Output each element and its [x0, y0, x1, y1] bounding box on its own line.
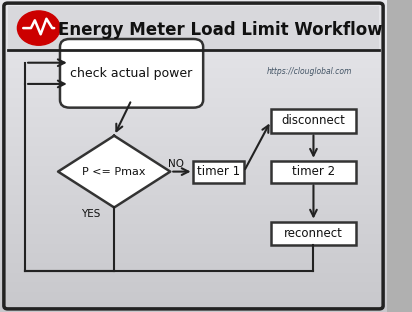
Text: disconnect: disconnect	[281, 115, 345, 127]
Text: P <= Pmax: P <= Pmax	[82, 167, 146, 177]
Text: YES: YES	[81, 209, 101, 219]
FancyBboxPatch shape	[60, 39, 203, 108]
Circle shape	[17, 11, 60, 45]
FancyBboxPatch shape	[271, 161, 356, 183]
Text: Energy Meter Load Limit Workflow: Energy Meter Load Limit Workflow	[58, 21, 383, 39]
FancyBboxPatch shape	[194, 161, 244, 183]
Text: reconnect: reconnect	[284, 227, 343, 240]
Text: https://clouglobal.com: https://clouglobal.com	[267, 67, 352, 76]
FancyBboxPatch shape	[8, 6, 379, 50]
FancyBboxPatch shape	[271, 222, 356, 245]
Text: NO: NO	[168, 159, 184, 169]
Text: timer 1: timer 1	[197, 165, 240, 178]
Text: timer 2: timer 2	[292, 165, 335, 178]
FancyBboxPatch shape	[271, 109, 356, 133]
Text: check actual power: check actual power	[70, 67, 193, 80]
Polygon shape	[58, 136, 170, 207]
